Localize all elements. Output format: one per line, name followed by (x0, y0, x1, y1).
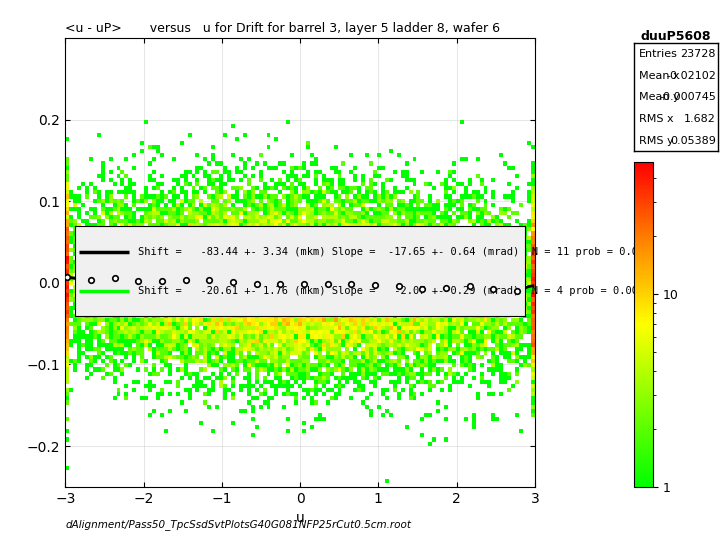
Text: 1.682: 1.682 (684, 114, 716, 124)
Text: 23728: 23728 (681, 49, 716, 59)
Text: duuP5608: duuP5608 (641, 30, 711, 43)
Text: 0.05389: 0.05389 (670, 136, 716, 146)
Text: RMS y: RMS y (639, 136, 674, 146)
Text: dAlignment/Pass50_TpcSsdSvtPlotsG40G081NFP25rCut0.5cm.root: dAlignment/Pass50_TpcSsdSvtPlotsG40G081N… (65, 519, 411, 530)
Text: -0.02102: -0.02102 (666, 71, 716, 81)
Text: Mean y: Mean y (639, 93, 679, 102)
Text: <u - uP>       versus   u for Drift for barrel 3, layer 5 ladder 8, wafer 6: <u - uP> versus u for Drift for barrel 3… (65, 22, 500, 35)
Text: Mean x: Mean x (639, 71, 679, 81)
Text: -0.000745: -0.000745 (659, 93, 716, 102)
Text: RMS x: RMS x (639, 114, 674, 124)
Text: Entries: Entries (639, 49, 677, 59)
X-axis label: u: u (296, 511, 304, 525)
